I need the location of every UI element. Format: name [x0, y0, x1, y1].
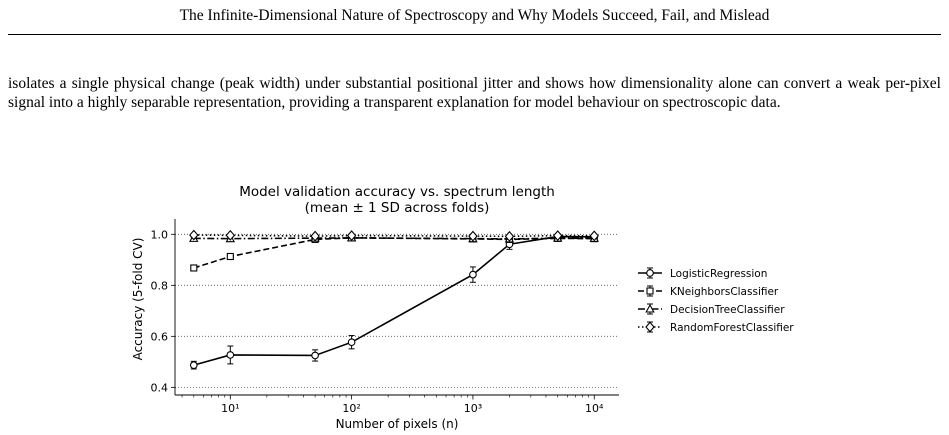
series-line	[193, 237, 595, 269]
y-tick-label: 0.6	[151, 330, 169, 343]
y-tick-label: 0.8	[151, 279, 169, 292]
data-point	[468, 230, 478, 242]
y-tick-label: 0.4	[151, 381, 169, 394]
legend-entry: RandomForestClassifier	[638, 321, 794, 334]
data-point	[347, 338, 356, 347]
chart-subtitle: (mean ± 1 SD across folds)	[305, 200, 490, 216]
x-axis-label: Number of pixels (n)	[336, 417, 459, 431]
series-layer	[189, 229, 599, 370]
series-line	[193, 234, 595, 238]
legend: LogisticRegression KNeighborsClassifier De…	[638, 267, 794, 334]
axes: 0.4 0.6 0.8 1.0 10¹ 10² 10³ 10⁴	[151, 219, 619, 415]
data-point	[189, 361, 198, 370]
data-point	[225, 229, 236, 241]
x-tick-label: 10¹	[221, 402, 239, 415]
data-point	[311, 351, 319, 360]
legend-label: KNeighborsClassifier	[670, 286, 779, 298]
data-point	[469, 270, 477, 279]
data-point	[226, 351, 235, 359]
series-LogisticRegression	[189, 232, 599, 370]
legend-marker	[645, 321, 655, 333]
series-RandomForestClassifier	[189, 229, 599, 242]
legend-entry: LogisticRegression	[638, 267, 767, 280]
y-tick-label: 1.0	[151, 228, 169, 241]
data-point	[589, 230, 599, 242]
data-point	[504, 230, 515, 242]
legend-entry: DecisionTreeClassifier	[638, 303, 785, 316]
x-tick-label: 10²	[342, 402, 360, 415]
y-axis-label: Accuracy (5-fold CV)	[131, 238, 145, 361]
data-point	[346, 230, 357, 242]
running-head: The Infinite-Dimensional Nature of Spect…	[179, 7, 770, 24]
series-line	[193, 237, 595, 240]
data-point	[189, 229, 199, 241]
x-tick-label: 10³	[464, 402, 482, 415]
data-point	[552, 230, 563, 242]
header-rule	[8, 34, 941, 35]
legend-label: LogisticRegression	[670, 268, 767, 280]
legend-label: RandomForestClassifier	[670, 322, 794, 334]
legend-marker	[646, 269, 654, 277]
chart-title: Model validation accuracy vs. spectrum l…	[239, 184, 555, 200]
body-paragraph: isolates a single physical change (peak …	[8, 75, 941, 111]
legend-marker	[645, 303, 655, 313]
series-line	[193, 235, 595, 366]
legend-label: DecisionTreeClassifier	[670, 304, 785, 316]
legend-marker	[646, 287, 654, 295]
x-tick-label: 10⁴	[585, 402, 604, 415]
legend-entry: KNeighborsClassifier	[638, 285, 779, 298]
data-point	[190, 264, 198, 272]
grid	[175, 233, 619, 388]
data-point	[310, 230, 320, 242]
data-point	[226, 252, 234, 261]
